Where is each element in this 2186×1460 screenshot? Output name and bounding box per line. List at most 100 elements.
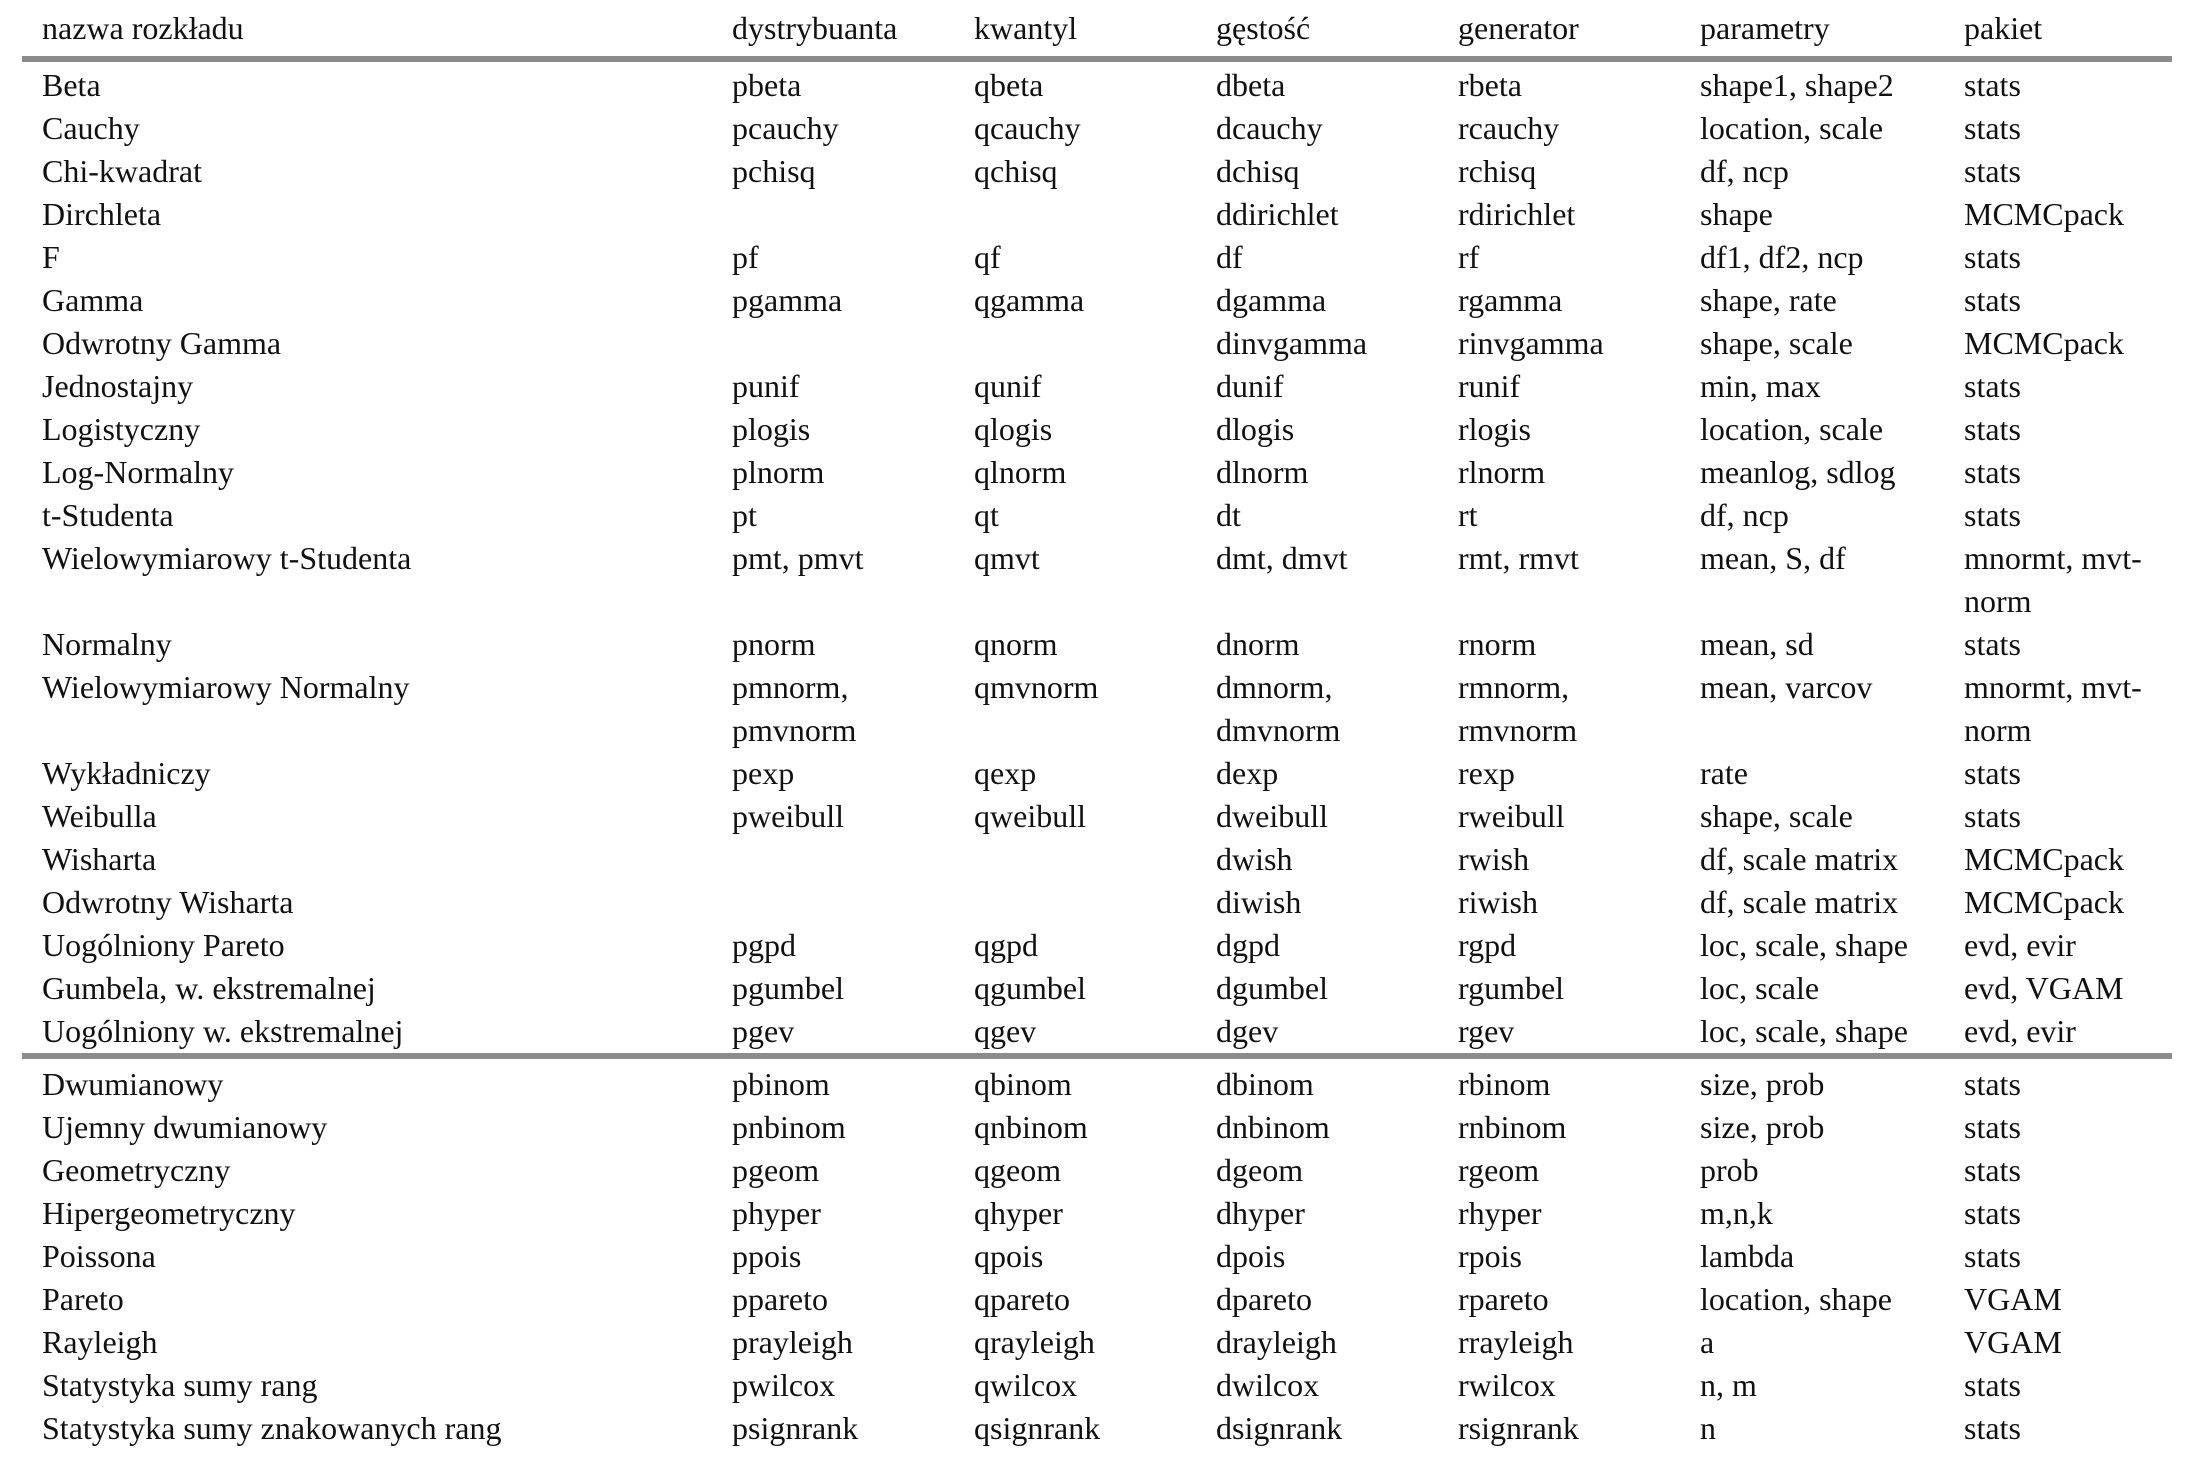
package-cell: evd, evir [1964,927,2076,963]
table-header: nazwa rozkładu dystrybuanta kwantyl gęst… [22,0,2172,62]
parameters-cell: rate [1700,755,1748,791]
distribution-name-cell: F [42,239,60,275]
table-row: Rayleigh prayleigh qrayleigh drayleigh rrayl… [22,1321,2172,1364]
distribution-name-cell: t-Studenta [42,497,174,533]
density-function-cell: dchisq [1216,153,1300,189]
distribution-name-cell: Cauchy [42,110,140,146]
distribution-name-cell: Log-Normalny [42,454,234,490]
package-cell: stats [1964,798,2021,834]
package-cell: stats [1964,153,2021,189]
cdf-function-cell: pmt, pmvt [732,540,864,576]
header-parameters: parametry [1680,0,1944,62]
package-cell: evd, evir [1944,1010,2172,1059]
quantile-function-cell: qt [974,497,999,533]
quantile-function-cell: qrayleigh [974,1324,1095,1360]
quantile-function-cell: qmvnorm [974,669,1099,705]
quantile-function-cell: qf [974,239,1001,275]
parameters-cell: min, max [1700,368,1821,404]
generator-function-cell: rsignrank [1458,1410,1579,1446]
quantile-function-cell [954,838,1196,881]
generator-function-cell: rmt, rmvt [1458,540,1579,576]
table-row: Wykładniczy pexp qexp dexp rexp rate stats [22,752,2172,795]
cdf-function-cell: plogis [732,411,811,447]
density-function-cell: dgamma [1216,282,1327,318]
generator-function-cell: rt [1458,497,1478,533]
package-cell: stats [1964,282,2021,318]
density-function-cell: dinvgamma [1216,325,1368,361]
cdf-function-cell: pchisq [732,153,816,189]
cdf-function-cell: ppois [732,1238,802,1274]
distribution-name-cell: Jednostajny [42,368,194,404]
density-function-cell: dnbinom [1216,1109,1330,1145]
table-row: Beta pbeta qbeta dbeta rbeta shape1, shape2 st… [22,59,2172,107]
table-row: Dirchleta ddirichlet rdirichlet shape MCMCpa… [22,193,2172,236]
table-row: Logistyczny plogis qlogis dlogis rlogis locat… [22,408,2172,451]
distribution-name-cell: Pareto [42,1281,124,1317]
cdf-function-cell: pexp [732,755,795,791]
table-row: Odwrotny Wisharta diwish riwish df, scale m… [22,881,2172,924]
quantile-function-cell: qlnorm [974,454,1067,490]
quantile-function-cell: qgeom [974,1152,1062,1188]
header-distribution-name: nazwa rozkładu [22,0,712,62]
parameters-cell: loc, scale, shape [1700,927,1908,963]
cdf-function-cell: plnorm [732,454,825,490]
quantile-function-cell: qgpd [974,927,1038,963]
generator-function-cell: riwish [1458,884,1538,920]
package-cell: MCMCpack [1964,196,2124,232]
cdf-function-cell [712,838,954,881]
package-cell: stats [1964,1195,2021,1231]
generator-function-cell: rbeta [1458,67,1522,103]
parameters-cell: prob [1700,1152,1759,1188]
density-function-cell: dwilcox [1216,1367,1320,1403]
quantile-function-cell: qpois [974,1238,1044,1274]
package-cell: stats [1964,368,2021,404]
cdf-function-cell: punif [732,368,800,404]
generator-function-cell: rgamma [1458,282,1563,318]
quantile-function-cell: qwilcox [974,1367,1078,1403]
parameters-cell: loc, scale [1700,970,1820,1006]
generator-function-cell: rbinom [1458,1066,1551,1102]
cdf-function-cell [712,193,954,236]
cdf-function-cell [712,881,954,924]
parameters-cell: size, prob [1700,1109,1825,1145]
package-cell: stats [1964,1152,2021,1188]
distribution-name-cell: Wisharta [42,841,157,877]
density-function-cell: df [1216,239,1243,275]
density-function-cell: dwish [1216,841,1293,877]
generator-function-cell: rlnorm [1458,454,1546,490]
density-function-cell: dbeta [1216,67,1286,103]
package-cell: stats [1964,1109,2021,1145]
cdf-function-cell: pweibull [732,798,844,834]
quantile-function-cell [954,322,1196,365]
distribution-name-cell: Statystyka sumy rang [42,1367,318,1403]
parameters-cell: shape, rate [1700,282,1837,318]
density-function-cell: dsignrank [1216,1410,1343,1446]
table-row: Hipergeometryczny phyper qhyper dhyper rhype… [22,1192,2172,1235]
parameters-cell: size, prob [1700,1066,1825,1102]
header-row: nazwa rozkładu dystrybuanta kwantyl gęst… [22,0,2172,62]
table-row: Wielowymiarowy Normalny pmnorm, pmvnorm qm… [22,666,2172,752]
distribution-name-cell: Wykładniczy [42,755,211,791]
parameters-cell: df1, df2, ncp [1700,239,1864,275]
distribution-name-cell: Logistyczny [42,411,201,447]
package-cell: stats [1964,755,2021,791]
package-cell: stats [1964,411,2021,447]
cdf-function-cell: pgumbel [732,970,844,1006]
table-row: Statystyka sumy rang pwilcox qwilcox dwilco… [22,1364,2172,1407]
generator-function-cell: rnbinom [1458,1109,1567,1145]
discrete-distributions-section: Dwumianowy pbinom qbinom dbinom rbinom size, … [22,1056,2172,1450]
table-row: Cauchy pcauchy qcauchy dcauchy rcauchy locati… [22,107,2172,150]
table-row: Poissona ppois qpois dpois rpois lambda stats [22,1235,2172,1278]
parameters-cell: a [1700,1324,1715,1360]
generator-function-cell: runif [1458,368,1521,404]
parameters-cell: shape, scale [1700,325,1853,361]
parameters-cell: mean, varcov [1700,669,1873,705]
cdf-function-cell: pmnorm, pmvnorm [732,669,857,748]
parameters-cell: location, shape [1700,1281,1892,1317]
distribution-functions-table: nazwa rozkładu dystrybuanta kwantyl gęst… [22,0,2172,1450]
generator-function-cell: rwish [1458,841,1530,877]
table-row: Log-Normalny plnorm qlnorm dlnorm rlnorm mean… [22,451,2172,494]
distribution-name-cell: Weibulla [42,798,157,834]
table-row: Uogólniony Pareto pgpd qgpd dgpd rgpd loc, sc… [22,924,2172,967]
parameters-cell: df, ncp [1700,497,1789,533]
